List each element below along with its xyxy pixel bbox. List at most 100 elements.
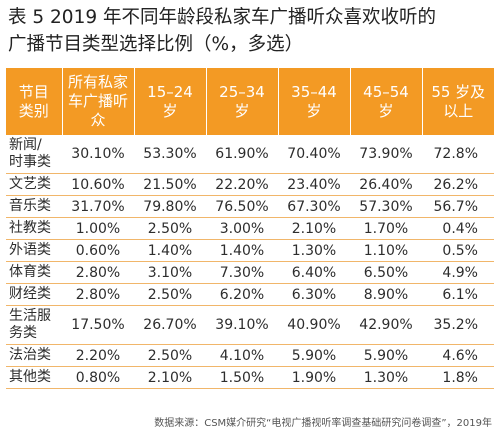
category-text: 音乐类 xyxy=(9,198,51,214)
header-text-line: 45–54 xyxy=(363,82,409,101)
category-text: 社教类 xyxy=(9,220,51,236)
value-cell: 2.80% xyxy=(62,283,134,306)
category-text: 文艺类 xyxy=(9,176,51,192)
value-cell: 56.7% xyxy=(422,195,494,218)
value-cell: 0.4% xyxy=(422,217,494,240)
category-text: 时事类 xyxy=(9,154,51,170)
value-cell: 4.10% xyxy=(206,344,278,367)
value-cell: 2.80% xyxy=(62,261,134,284)
value-cell: 1.10% xyxy=(350,239,422,262)
category-cell: 其他类 xyxy=(6,366,62,389)
value-cell: 40.90% xyxy=(278,305,350,345)
value-cell: 5.90% xyxy=(350,344,422,367)
value-cell: 23.40% xyxy=(278,173,350,196)
value-cell: 53.30% xyxy=(134,135,206,174)
value-cell: 2.20% xyxy=(62,344,134,367)
category-text: 体育类 xyxy=(9,264,51,280)
value-cell: 4.6% xyxy=(422,344,494,367)
value-cell: 3.10% xyxy=(134,261,206,284)
value-cell: 1.00% xyxy=(62,217,134,240)
header-column-4: 35–44 岁 xyxy=(278,68,351,135)
value-cell: 67.30% xyxy=(278,195,350,218)
category-cell: 文艺类 xyxy=(6,173,62,196)
value-cell: 21.50% xyxy=(134,173,206,196)
table-row: 体育类 2.80% 3.10% 7.30% 6.40% 6.50% 4.9% xyxy=(6,261,494,284)
header-text-line: 35–44 xyxy=(291,82,337,101)
value-cell: 2.10% xyxy=(278,217,350,240)
header-text-line: 节目 xyxy=(18,82,49,101)
value-cell: 1.30% xyxy=(350,366,422,389)
value-cell: 57.30% xyxy=(350,195,422,218)
header-text-line: 岁 xyxy=(234,101,250,120)
category-cell: 新闻/时事类 xyxy=(6,135,62,174)
value-cell: 26.40% xyxy=(350,173,422,196)
program-preference-table: 节目 类别 所有私家 车广播听众 15–24 岁 25–34 岁 35–44 岁 45–54 岁 55 … xyxy=(6,68,494,389)
value-cell: 79.80% xyxy=(134,195,206,218)
value-cell: 1.40% xyxy=(206,239,278,262)
header-text-line: 25–34 xyxy=(219,82,265,101)
header-text-line: 55 岁及 xyxy=(431,82,486,101)
value-cell: 5.90% xyxy=(278,344,350,367)
table-header-row: 节目 类别 所有私家 车广播听众 15–24 岁 25–34 岁 35–44 岁 45–54 岁 55 … xyxy=(6,68,494,135)
value-cell: 7.30% xyxy=(206,261,278,284)
value-cell: 2.50% xyxy=(134,344,206,367)
category-cell: 财经类 xyxy=(6,283,62,306)
value-cell: 6.1% xyxy=(422,283,494,306)
table-row: 外语类 0.60% 1.40% 1.40% 1.30% 1.10% 0.5% xyxy=(6,239,494,262)
header-text-line: 15–24 xyxy=(147,82,193,101)
value-cell: 76.50% xyxy=(206,195,278,218)
table-row: 新闻/时事类 30.10% 53.30% 61.90% 70.40% 73.90% 72.8… xyxy=(6,135,494,174)
header-column-1: 所有私家 车广播听众 xyxy=(62,68,135,135)
title-line-2: 广播节目类型选择比例（%，多选） xyxy=(8,34,304,55)
table-body: 新闻/时事类 30.10% 53.30% 61.90% 70.40% 73.90% 72.8… xyxy=(6,135,494,389)
value-cell: 3.00% xyxy=(206,217,278,240)
header-text-line: 以上 xyxy=(443,101,474,120)
value-cell: 31.70% xyxy=(62,195,134,218)
header-text-line: 所有私家 xyxy=(67,73,128,91)
header-category: 节目 类别 xyxy=(6,68,63,135)
value-cell: 4.9% xyxy=(422,261,494,284)
value-cell: 39.10% xyxy=(206,305,278,345)
category-text: 生活服 xyxy=(9,308,51,324)
value-cell: 1.8% xyxy=(422,366,494,389)
header-column-2: 15–24 岁 xyxy=(134,68,207,135)
value-cell: 61.90% xyxy=(206,135,278,174)
value-cell: 35.2% xyxy=(422,305,494,345)
category-cell: 生活服 务类 xyxy=(6,305,62,345)
value-cell: 2.50% xyxy=(134,283,206,306)
value-cell: 0.5% xyxy=(422,239,494,262)
category-cell: 法治类 xyxy=(6,344,62,367)
title-line-1: 表 5 2019 年不同年龄段私家车广播听众喜欢收听的 xyxy=(8,7,436,28)
value-cell: 8.90% xyxy=(350,283,422,306)
table-title: 表 5 2019 年不同年龄段私家车广播听众喜欢收听的 广播节目类型选择比例（%… xyxy=(8,4,494,58)
value-cell: 6.20% xyxy=(206,283,278,306)
category-cell: 外语类 xyxy=(6,239,62,262)
table-row: 音乐类 31.70% 79.80% 76.50% 67.30% 57.30% 56.7% xyxy=(6,195,494,218)
value-cell: 26.70% xyxy=(134,305,206,345)
value-cell: 2.50% xyxy=(134,217,206,240)
table-row: 财经类 2.80% 2.50% 6.20% 6.30% 8.90% 6.1% xyxy=(6,283,494,306)
value-cell: 0.60% xyxy=(62,239,134,262)
value-cell: 0.80% xyxy=(62,366,134,389)
data-source-note: 数据来源：CSM媒介研究“电视广播视听率调查基础研究问卷调查”，2019年 xyxy=(154,418,492,429)
header-column-6: 55 岁及 以上 xyxy=(422,68,494,135)
value-cell: 22.20% xyxy=(206,173,278,196)
value-cell: 17.50% xyxy=(62,305,134,345)
category-text: 法治类 xyxy=(9,347,51,363)
value-cell: 30.10% xyxy=(62,135,134,174)
category-text: 务类 xyxy=(9,325,37,341)
table-row: 生活服 务类 17.50% 26.70% 39.10% 40.90% 42.90% 35.2% xyxy=(6,305,494,345)
value-cell: 1.70% xyxy=(350,217,422,240)
value-cell: 6.50% xyxy=(350,261,422,284)
header-text-line: 车广播听 xyxy=(67,92,128,110)
value-cell: 10.60% xyxy=(62,173,134,196)
value-cell: 1.40% xyxy=(134,239,206,262)
table-row: 社教类 1.00% 2.50% 3.00% 2.10% 1.70% 0.4% xyxy=(6,217,494,240)
category-text: 其他类 xyxy=(9,369,51,385)
category-text: 财经类 xyxy=(9,286,51,302)
category-text: 外语类 xyxy=(9,242,51,258)
header-text-line: 岁 xyxy=(378,101,394,120)
header-text-line: 众 xyxy=(90,111,106,129)
value-cell: 1.90% xyxy=(278,366,350,389)
